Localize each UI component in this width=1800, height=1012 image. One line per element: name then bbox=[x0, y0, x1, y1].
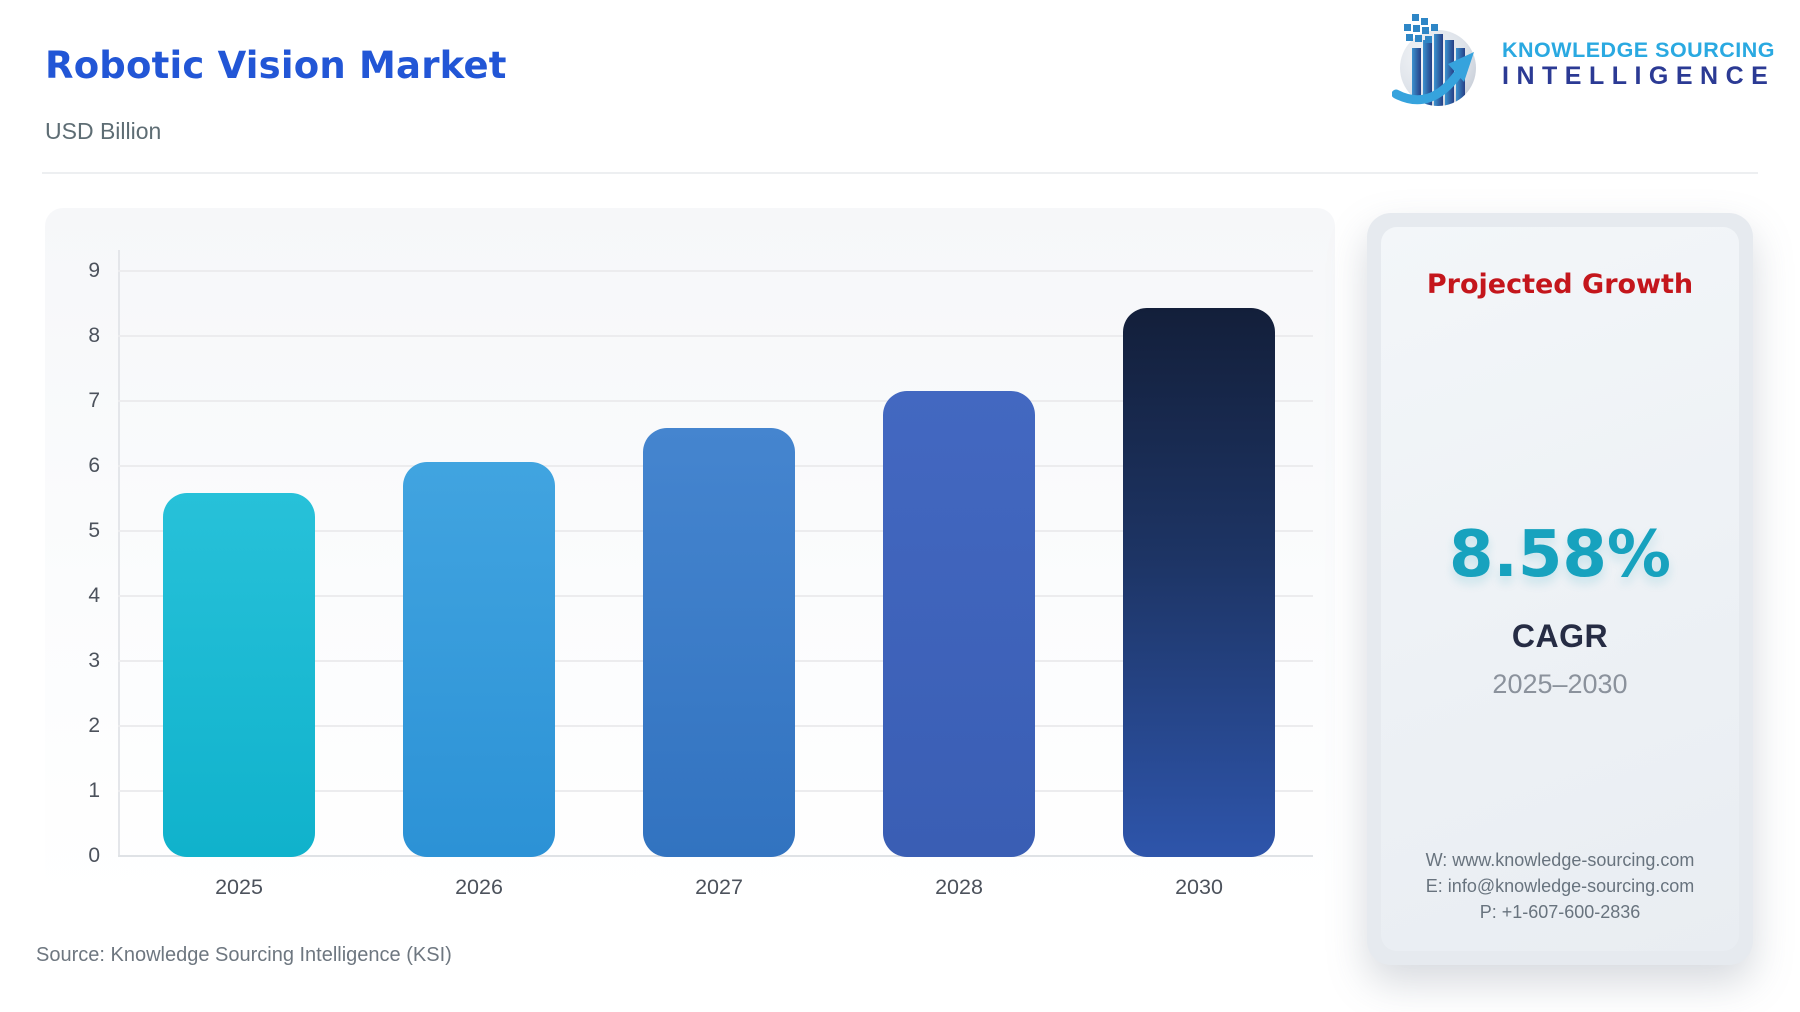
logo-text-line2: INTELLIGENCE bbox=[1502, 62, 1776, 91]
y-tick-label-4: 4 bbox=[88, 584, 100, 607]
y-tick-label-1: 1 bbox=[88, 779, 100, 802]
y-tick-label-6: 6 bbox=[88, 454, 100, 477]
company-logo: KNOWLEDGE SOURCING INTELLIGENCE bbox=[1391, 12, 1776, 117]
y-tick-label-2: 2 bbox=[88, 714, 100, 737]
projected-growth-card: Projected Growth 8.58% CAGR 2025–2030 W:… bbox=[1367, 213, 1753, 965]
grid-line-7 bbox=[118, 400, 1313, 402]
y-tick-label-5: 5 bbox=[88, 519, 100, 542]
growth-heading: Projected Growth bbox=[1426, 269, 1694, 300]
y-tick-label-7: 7 bbox=[88, 389, 100, 412]
page-title: Robotic Vision Market bbox=[45, 44, 507, 87]
header-divider bbox=[42, 172, 1758, 174]
bar-2025 bbox=[163, 493, 315, 857]
contact-phone: P: +1-607-600-2836 bbox=[1479, 901, 1641, 922]
x-tick-label-2028: 2028 bbox=[935, 875, 983, 899]
contact-block: W: www.knowledge-sourcing.com E: info@kn… bbox=[1426, 847, 1695, 925]
y-tick-label-9: 9 bbox=[88, 259, 100, 282]
plot-area: 0 1 2 3 4 5 6 7 8 9 2025 2026 2027 2028 2030 bbox=[88, 250, 1313, 899]
y-tick-label-3: 3 bbox=[88, 649, 100, 672]
x-tick-label-2025: 2025 bbox=[215, 875, 263, 899]
grid-line-9 bbox=[118, 270, 1313, 272]
cagr-period: 2025–2030 bbox=[1492, 669, 1628, 699]
x-tick-label-2027: 2027 bbox=[695, 875, 743, 899]
bar-2028 bbox=[883, 390, 1035, 857]
y-axis-line bbox=[118, 250, 120, 857]
y-tick-label-0: 0 bbox=[88, 844, 100, 867]
x-tick-label-2030: 2030 bbox=[1175, 875, 1223, 899]
company-logo-icon bbox=[1391, 12, 1488, 117]
bar-2027 bbox=[643, 428, 795, 857]
contact-website: W: www.knowledge-sourcing.com bbox=[1425, 849, 1695, 870]
bar-2030 bbox=[1123, 307, 1275, 857]
contact-email: E: info@knowledge-sourcing.com bbox=[1425, 875, 1695, 896]
y-tick-label-8: 8 bbox=[88, 324, 100, 347]
source-note: Source: Knowledge Sourcing Intelligence … bbox=[36, 944, 452, 966]
bar-2026 bbox=[403, 461, 555, 857]
x-tick-label-2026: 2026 bbox=[455, 875, 503, 899]
cagr-label: CAGR bbox=[1511, 618, 1609, 654]
chart-unit-label: USD Billion bbox=[45, 118, 162, 144]
cagr-value: 8.58% bbox=[1448, 518, 1672, 592]
logo-text-line1: KNOWLEDGE SOURCING bbox=[1502, 37, 1775, 62]
projected-growth-inner: Projected Growth 8.58% CAGR 2025–2030 W:… bbox=[1381, 227, 1739, 951]
grid-line-8 bbox=[118, 335, 1313, 337]
bar-chart: 0 1 2 3 4 5 6 7 8 9 2025 2026 2027 2028 2030 bbox=[45, 208, 1335, 905]
